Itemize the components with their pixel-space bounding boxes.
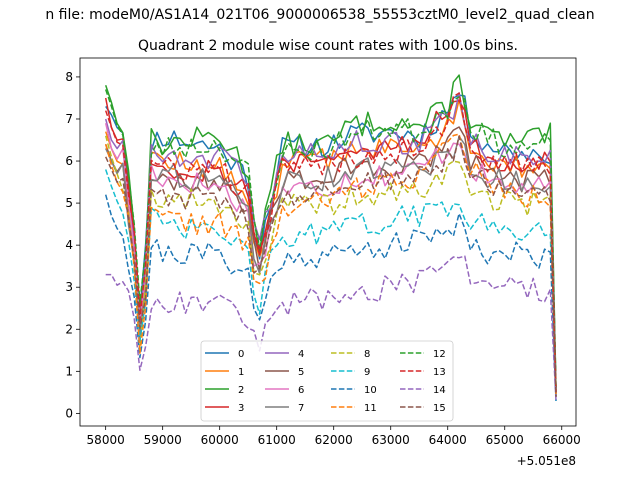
- series-line-9: [104, 169, 557, 401]
- series-line-7: [105, 135, 557, 397]
- y-tick-label: 4: [65, 238, 73, 252]
- x-axis-ticks: 58000 59000 60000 61000 62000 63000 64000 65000…: [87, 426, 581, 447]
- legend-label-8: 8: [364, 349, 370, 360]
- chart-title: Quadrant 2 module wise count rates with …: [138, 38, 518, 54]
- x-tick-label: 66000: [543, 433, 581, 447]
- legend-label-1: 1: [238, 367, 244, 378]
- legend-label-13: 13: [433, 367, 446, 378]
- legend-label-12: 12: [433, 349, 446, 360]
- figure-suptitle: n file: modeM0/AS1A14_021T06_9000006538_…: [45, 7, 594, 23]
- series-line-4: [104, 92, 557, 393]
- legend-label-4: 4: [298, 349, 304, 360]
- legend-label-0: 0: [238, 349, 244, 360]
- legend-label-14: 14: [433, 385, 446, 396]
- legend-label-2: 2: [238, 385, 244, 396]
- y-tick-label: 1: [65, 364, 73, 378]
- series-line-2: [104, 74, 557, 389]
- legend-label-3: 3: [238, 403, 244, 414]
- series-line-11: [104, 133, 557, 397]
- y-tick-label: 3: [65, 280, 73, 294]
- x-axis-offset-label: +5.051e8: [517, 454, 576, 468]
- series-line-13: [104, 92, 557, 393]
- x-tick-label: 61000: [258, 433, 296, 447]
- y-tick-label: 6: [65, 154, 73, 168]
- x-tick-label: 64000: [429, 433, 467, 447]
- plot-frame: [79, 57, 577, 427]
- y-tick-label: 2: [65, 322, 73, 336]
- legend-box: [200, 340, 454, 422]
- y-axis-ticks: 0 1 2 3 4 5 6 7 8: [65, 70, 80, 420]
- x-tick-label: 58000: [87, 433, 125, 447]
- series-line-6: [104, 123, 557, 397]
- y-tick-label: 0: [65, 406, 73, 420]
- legend-label-5: 5: [298, 367, 304, 378]
- x-tick-label: 63000: [372, 433, 410, 447]
- legend-label-7: 7: [298, 403, 304, 414]
- legend-label-9: 9: [364, 367, 370, 378]
- y-tick-label: 5: [65, 196, 73, 210]
- legend-label-10: 10: [364, 385, 377, 396]
- x-tick-label: 65000: [486, 433, 524, 447]
- x-tick-label: 62000: [315, 433, 353, 447]
- legend-label-15: 15: [433, 403, 446, 414]
- series-line-15: [105, 135, 557, 397]
- legend-label-6: 6: [298, 385, 304, 396]
- series-line-10: [104, 194, 557, 401]
- x-tick-label: 60000: [201, 433, 239, 447]
- series-layer: [104, 74, 557, 401]
- series-line-8: [104, 135, 557, 397]
- legend-label-11: 11: [364, 403, 377, 414]
- y-tick-label: 7: [65, 112, 73, 126]
- y-tick-label: 8: [65, 70, 73, 84]
- x-tick-label: 59000: [144, 433, 182, 447]
